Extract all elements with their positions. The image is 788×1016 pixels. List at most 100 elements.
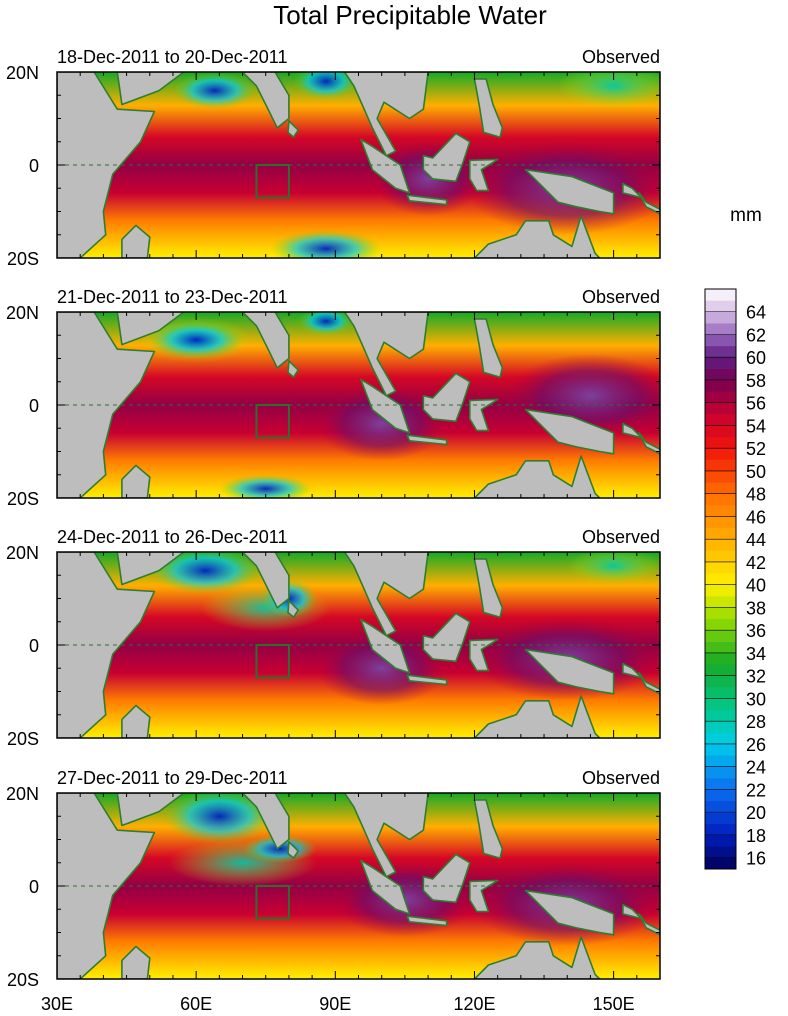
colorbar-swatch	[705, 584, 736, 597]
land-mass	[360, 138, 411, 194]
panel-source-label: Observed	[582, 287, 660, 307]
colorbar-swatch	[705, 357, 736, 369]
x-tick-label: 60E	[180, 994, 212, 1014]
land-mass	[360, 378, 411, 434]
colorbar-swatch	[705, 675, 736, 688]
colorbar-tick-label: 20	[746, 803, 766, 823]
land-mass	[473, 318, 504, 378]
land-mass	[287, 600, 299, 618]
panel-source-label: Observed	[582, 768, 660, 788]
colorbar-swatch	[705, 300, 736, 313]
colorbar-swatch	[705, 698, 736, 711]
moist-gradient-zone	[567, 552, 660, 585]
colorbar-tick-label: 48	[746, 485, 766, 505]
colorbar-tick-label: 56	[746, 394, 766, 414]
land-mass	[241, 312, 290, 369]
map-panel-4: 20N 0 20S 27-Dec-2011 to 29-Dec-2011 Observe…	[6, 768, 661, 990]
x-tick-label: 90E	[319, 994, 351, 1014]
x-tick-label: 120E	[453, 994, 495, 1014]
land-mass	[422, 132, 471, 183]
land-mass	[121, 224, 151, 258]
colorbar-tick-label: 18	[746, 826, 766, 846]
colorbar-tick-label: 62	[746, 325, 766, 345]
colorbar-swatch	[705, 766, 736, 779]
land-mass	[406, 434, 448, 446]
colorbar-frame	[704, 288, 737, 870]
land-mass	[360, 618, 411, 674]
land-mass	[406, 674, 448, 686]
colorbar-tick-label: 34	[746, 644, 766, 664]
land-mass	[473, 78, 504, 138]
land-mass	[422, 853, 471, 904]
panel-period-label: 27-Dec-2011 to 29-Dec-2011	[57, 768, 287, 788]
precipitable-water-field	[57, 552, 660, 738]
precipitable-water-field	[57, 793, 660, 979]
analysis-box	[255, 644, 290, 679]
land-mass	[406, 915, 448, 927]
land-mass	[473, 215, 601, 258]
colorbar-swatch	[705, 721, 736, 733]
y-tick-label: 20N	[6, 543, 39, 563]
land-mass	[343, 552, 429, 637]
land-mass	[360, 859, 411, 915]
panel-period-label: 24-Dec-2011 to 26-Dec-2011	[57, 527, 287, 547]
x-tick-label: 30E	[41, 994, 73, 1014]
very-moist-zone	[316, 631, 447, 706]
land-mass	[241, 552, 290, 609]
colorbar-swatch	[705, 448, 736, 460]
land-mass	[638, 913, 660, 936]
land-mass	[121, 945, 151, 979]
y-tick-label: 20S	[7, 249, 39, 269]
dry-air-zone	[219, 474, 313, 498]
land-mass	[121, 704, 151, 738]
colorbar-swatch	[705, 812, 736, 824]
y-tick-label: 0	[29, 156, 39, 176]
colorbar-tick-label: 52	[746, 439, 766, 459]
map-panel-3: 20N 0 20S 24-Dec-2011 to 26-Dec-2011 Observe…	[6, 527, 661, 749]
analysis-box	[255, 885, 290, 920]
colorbar-swatch	[705, 652, 736, 665]
colorbar-swatch	[705, 607, 736, 620]
colorbar-swatch	[705, 436, 736, 449]
colorbar-swatch	[705, 596, 736, 608]
map-panel-1: 20N 0 20S 18-Dec-2011 to 20-Dec-2011 Observe…	[6, 47, 661, 269]
colorbar-swatch	[705, 630, 736, 642]
very-moist-zone	[316, 386, 447, 461]
land-mass	[116, 312, 186, 346]
colorbar: 1618202224262830323436384042444648505254…	[704, 288, 766, 870]
dry-air-zone	[270, 230, 382, 258]
colorbar-swatch	[705, 334, 736, 347]
colorbar-swatch	[705, 311, 736, 324]
colorbar-tick-label: 38	[746, 598, 766, 618]
dry-air-zone	[293, 72, 359, 100]
dry-air-zone	[163, 793, 275, 845]
land-mass	[638, 192, 660, 215]
colorbar-swatch	[705, 641, 736, 654]
land-mass	[524, 889, 615, 936]
panel-source-label: Observed	[582, 47, 660, 67]
y-tick-label: 20N	[6, 784, 39, 804]
dry-air-zone	[172, 72, 257, 110]
land-mass	[343, 793, 429, 878]
colorbar-tick-label: 36	[746, 621, 766, 641]
colorbar-swatch	[705, 823, 736, 836]
colorbar-tick-label: 54	[746, 416, 766, 436]
land-mass	[287, 120, 299, 138]
land-mass	[638, 432, 660, 455]
colorbar-swatch	[705, 459, 736, 472]
colorbar-tick-label: 44	[746, 530, 766, 550]
colorbar-tick-label: 50	[746, 462, 766, 482]
colorbar-swatch	[705, 778, 736, 790]
moist-gradient-zone	[557, 72, 660, 110]
land-mass	[406, 194, 448, 206]
colorbar-swatch	[705, 493, 736, 506]
colorbar-swatch	[705, 470, 736, 483]
colorbar-swatch	[705, 709, 736, 722]
land-mass	[287, 841, 299, 859]
y-tick-label: 20N	[6, 63, 39, 83]
colorbar-swatch	[705, 573, 736, 585]
colorbar-swatch	[705, 345, 736, 358]
colorbar-tick-label: 40	[746, 576, 766, 596]
colorbar-swatch	[705, 482, 736, 495]
land-mass	[343, 312, 429, 397]
